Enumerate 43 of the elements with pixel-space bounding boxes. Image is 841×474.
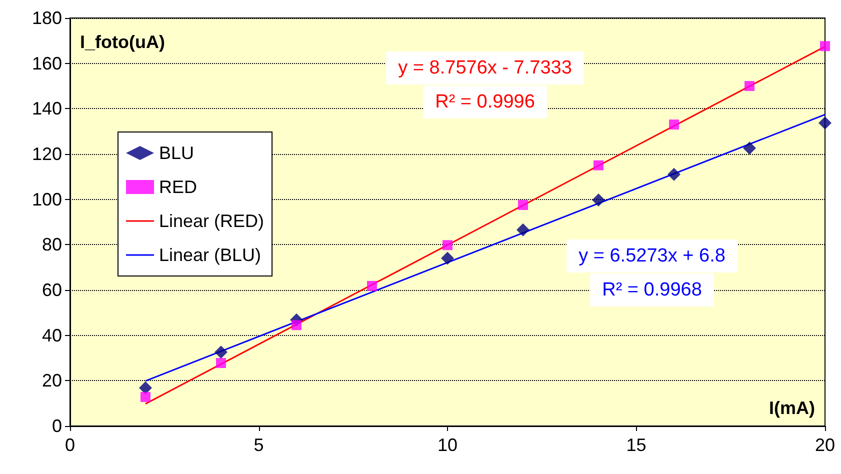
point <box>594 160 604 170</box>
point <box>292 320 302 330</box>
y-tick-label: 120 <box>32 144 62 164</box>
y-tick-label: 80 <box>42 234 62 255</box>
point <box>518 200 528 210</box>
y-tick-label: 20 <box>42 370 62 391</box>
legend-label: Linear (BLU) <box>159 245 262 265</box>
y-tick-label: 100 <box>32 189 62 210</box>
y-tick-label: 140 <box>32 98 62 119</box>
annotation: y = 8.7576x - 7.7333 <box>398 58 572 78</box>
x-tick-label: 10 <box>437 435 458 455</box>
point <box>743 142 756 155</box>
y-tick-label: 0 <box>52 416 62 436</box>
point <box>441 252 454 265</box>
y-axis-title: I_foto(uA) <box>80 32 165 52</box>
point <box>214 346 228 359</box>
annotation: y = 6.5273x + 6.8 <box>578 246 726 266</box>
x-tick-label: 15 <box>626 435 646 455</box>
point <box>592 194 605 207</box>
x-axis-title: I(mA) <box>769 398 815 418</box>
x-tick-label: 20 <box>814 435 836 455</box>
point <box>744 81 754 91</box>
point <box>139 381 152 394</box>
legend-label: RED <box>159 177 198 197</box>
point <box>669 120 679 130</box>
point <box>820 41 830 52</box>
x-tick-label: 0 <box>64 435 76 455</box>
x-tick-label: 5 <box>254 435 264 455</box>
legend-label: Linear (RED) <box>159 211 264 231</box>
y-tick-label: 60 <box>42 280 62 300</box>
y-tick-label: 160 <box>32 53 62 74</box>
annotation: R² = 0.9996 <box>435 92 535 112</box>
legend-label: BLU <box>159 143 194 163</box>
point <box>442 240 452 250</box>
annotation: R² = 0.9968 <box>602 280 702 300</box>
point <box>516 223 530 236</box>
y-tick-label: 180 <box>32 8 62 28</box>
point <box>140 392 150 402</box>
point <box>818 116 832 130</box>
point <box>668 168 680 181</box>
point <box>367 280 377 291</box>
y-tick-label: 40 <box>42 325 62 346</box>
point <box>216 358 226 368</box>
